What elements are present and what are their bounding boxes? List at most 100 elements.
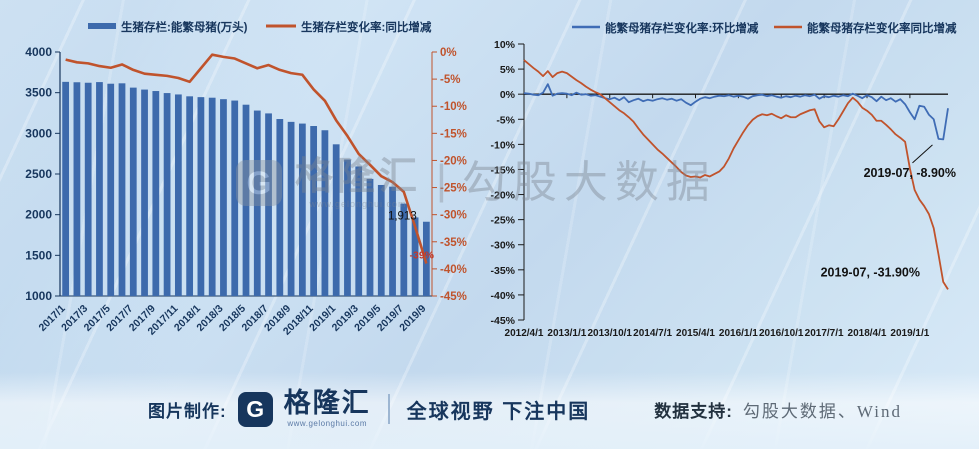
slogan: 全球视野 下注中国: [406, 400, 591, 423]
yoy-line: [523, 59, 949, 290]
brand-url: www.gelonghui.com: [287, 419, 367, 428]
bar: [163, 93, 171, 296]
x-tick-label: 2012/4/1: [505, 328, 544, 339]
bar: [265, 113, 272, 296]
yoy-line: [65, 53, 428, 264]
x-tick-label: 2018/4/1: [848, 328, 887, 339]
y-tick-label: -10%: [490, 139, 515, 151]
y-tick-label: 3500: [25, 86, 52, 100]
bar: [400, 203, 408, 296]
bar: [73, 82, 81, 296]
data-support-label: 数据支持:: [654, 401, 733, 421]
x-tick-label: 2013/1/1: [547, 328, 586, 339]
x-tick-label: 2019/1/1: [890, 328, 929, 339]
annotation-callout: [912, 144, 933, 164]
legend-label: 能繁母猪存栏变化率同比增减: [807, 21, 957, 35]
bar-value-label: 1,913: [388, 211, 417, 223]
y-tick-label: -30%: [490, 240, 515, 252]
sow-inventory-bar-line-chart: 生猪存栏:能繁母猪(万头) 生猪存栏变化率:同比增减 4000 3500 3000 250…: [25, 20, 467, 338]
bar: [208, 97, 216, 296]
y-tick-label: -15%: [490, 164, 515, 176]
y-tick-label: 1500: [25, 248, 52, 262]
x-tick-label: 2017/7/1: [805, 328, 844, 339]
pct-tick-label: -10%: [440, 101, 467, 113]
pct-tick-label: -15%: [440, 128, 467, 140]
pct-tick-label: -25%: [440, 183, 467, 195]
annotation-mom: 2019-07, -8.90%: [864, 166, 956, 180]
y-tick-label: -40%: [490, 290, 515, 302]
y-tick-label: -45%: [490, 315, 515, 327]
bar: [366, 178, 374, 296]
x-tick-label: 2016/1/1: [719, 328, 758, 339]
bar: [344, 159, 351, 296]
brand-block: 格隆汇 www.gelonghui.com: [283, 388, 371, 429]
pct-tick-label: -40%: [440, 264, 467, 276]
bar: [107, 83, 115, 296]
bar: [62, 81, 70, 296]
y-tick-label: -35%: [490, 265, 515, 277]
gelonghui-logo-letter: G: [246, 395, 265, 422]
x-tick-label: 2016/10/1: [759, 328, 804, 339]
y-tick-label: -25%: [490, 215, 515, 227]
bar: [96, 82, 103, 297]
y-tick-label: 5%: [500, 64, 516, 76]
y-tick-label: 3000: [25, 126, 52, 140]
legend-label: 生猪存栏:能繁母猪(万头): [121, 20, 248, 34]
footer-band: [0, 372, 979, 449]
bar: [411, 217, 419, 296]
bar: [129, 87, 137, 297]
bar: [355, 166, 363, 296]
x-tick-label: 2014/7/1: [633, 328, 672, 339]
line-value-label: -39%: [409, 249, 434, 261]
bar: [389, 186, 396, 296]
y-tick-label: -20%: [490, 190, 515, 202]
bar: [422, 221, 430, 296]
bar: [242, 104, 250, 296]
bar: [197, 97, 205, 296]
annotation-yoy: 2019-07, -31.90%: [821, 265, 920, 279]
bar: [118, 83, 126, 297]
y-tick-label: 4000: [25, 45, 52, 59]
footer-divider: [387, 394, 390, 424]
made-by-label: 图片制作:: [148, 401, 227, 421]
pct-tick-label: -20%: [440, 155, 467, 167]
bar: [377, 184, 385, 296]
pct-tick-label: -35%: [440, 237, 467, 249]
x-tick-label: 2013/10/1: [588, 328, 633, 339]
bar: [276, 119, 284, 296]
legend-label: 生猪存栏变化率:同比增减: [301, 20, 432, 34]
y-tick-label: 1000: [25, 289, 52, 303]
y-tick-label: 0%: [500, 89, 516, 101]
bar: [152, 91, 160, 296]
bar: [84, 82, 92, 296]
bar: [141, 89, 148, 297]
y-tick-label: -5%: [496, 114, 515, 126]
x-tick-label: 2015/4/1: [676, 328, 715, 339]
legend-bar-swatch: [88, 23, 116, 29]
footer-left: 图片制作: G 格隆汇 www.gelonghui.com 全球视野 下注中国: [148, 388, 591, 429]
pct-tick-label: -45%: [440, 291, 467, 303]
y-tick-label: 2000: [25, 208, 52, 222]
bar: [231, 100, 239, 296]
bar: [186, 96, 194, 297]
gelonghui-logo-icon: G: [237, 391, 273, 427]
bar: [253, 110, 261, 296]
bar: [298, 123, 306, 296]
y-tick-label: 10%: [494, 39, 516, 51]
pct-tick-label: -5%: [440, 74, 460, 86]
bar: [321, 130, 329, 296]
bar: [332, 144, 340, 296]
bar: [287, 121, 295, 297]
footer: 图片制作: G 格隆汇 www.gelonghui.com 全球视野 下注中国 …: [0, 383, 979, 435]
brand-name: 格隆汇: [283, 388, 371, 418]
pct-tick-label: 0%: [440, 47, 457, 59]
data-support-value: 勾股大数据、Wind: [742, 401, 902, 421]
mom-line: [523, 83, 949, 141]
sow-inventory-change-rate-chart: 能繁母猪存栏变化率:环比增减 能繁母猪存栏变化率同比增减 10% 5% 0% -5% -10…: [490, 21, 957, 339]
bar: [310, 126, 318, 296]
legend-label: 能繁母猪存栏变化率:环比增减: [605, 21, 759, 35]
y-tick-label: 2500: [25, 167, 52, 181]
pct-tick-label: -30%: [440, 210, 467, 222]
bar: [220, 99, 227, 296]
